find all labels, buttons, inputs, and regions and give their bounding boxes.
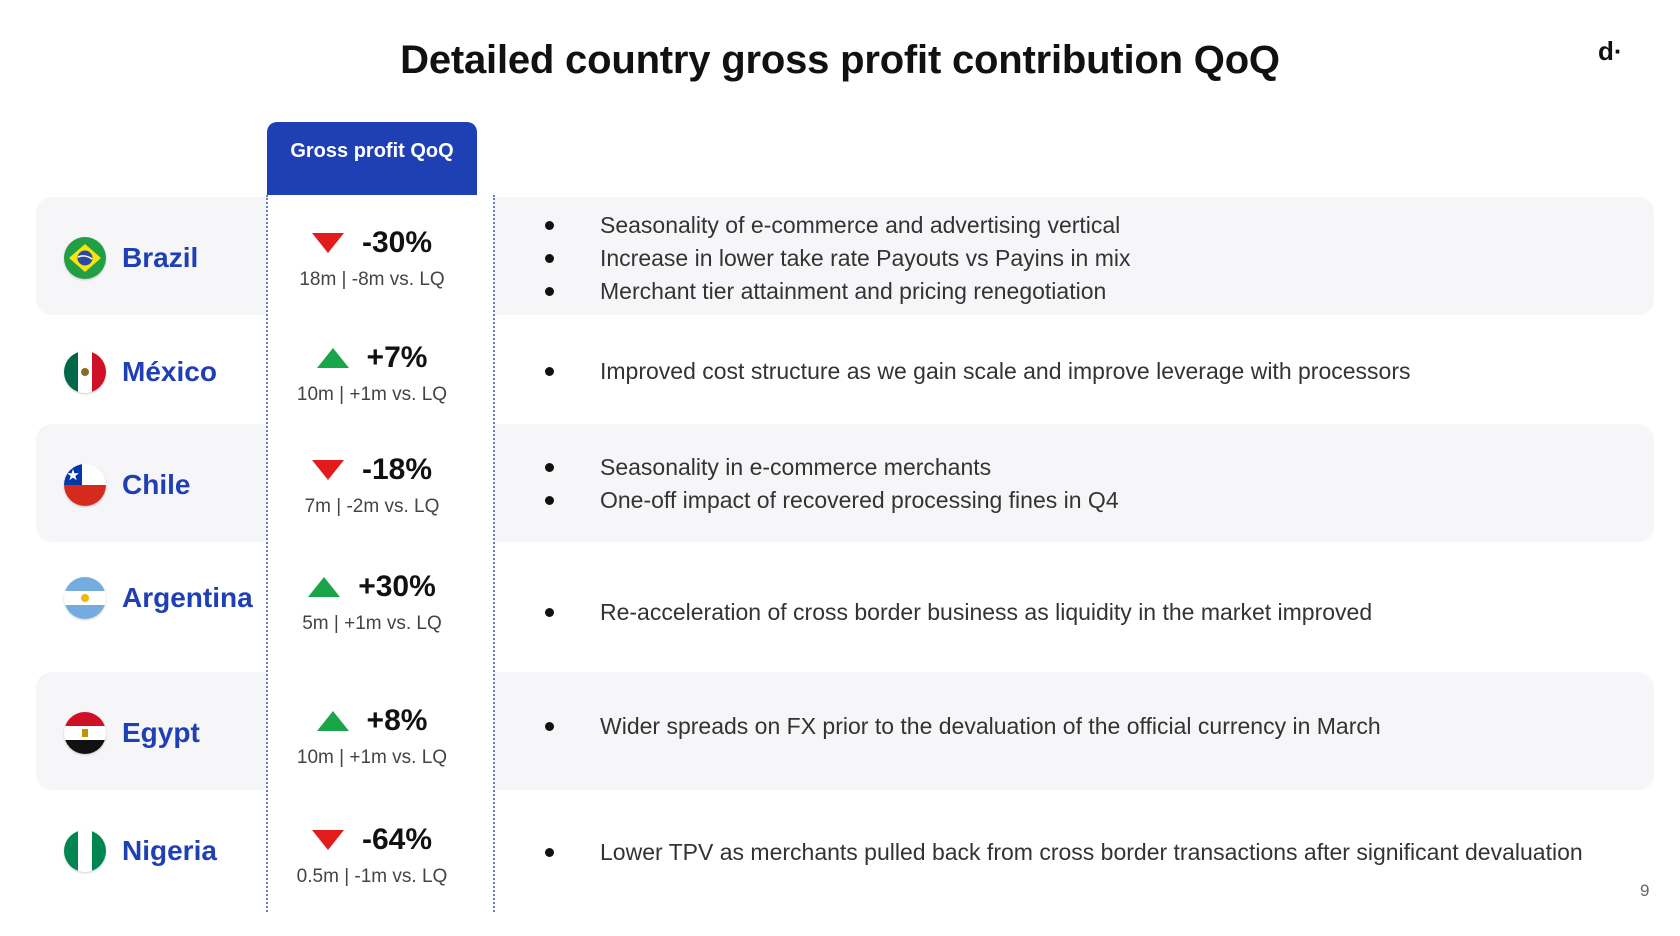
bullet-dot — [545, 463, 554, 472]
bullet-item: Improved cost structure as we gain scale… — [540, 355, 1640, 388]
gross-profit-detail: 7m | -2m vs. LQ — [304, 496, 440, 517]
bullet-text: Re-acceleration of cross border business… — [600, 599, 1373, 625]
bullet-dot — [545, 496, 554, 505]
metric-brazil: -30% 18m | -8m vs. LQ — [267, 225, 477, 291]
bullet-text: One-off impact of recovered processing f… — [600, 487, 1119, 513]
bullet-item: One-off impact of recovered processing f… — [540, 484, 1640, 517]
bullet-item: Lower TPV as merchants pulled back from … — [540, 836, 1640, 869]
bullet-item: Increase in lower take rate Payouts vs P… — [540, 242, 1640, 275]
bullet-item: Merchant tier attainment and pricing ren… — [540, 275, 1640, 308]
bullet-text: Wider spreads on FX prior to the devalua… — [600, 713, 1381, 739]
bullet-text: Improved cost structure as we gain scale… — [600, 358, 1411, 384]
down-arrow-icon — [311, 233, 344, 253]
bullets-chile: Seasonality in e-commerce merchants One-… — [540, 451, 1640, 517]
country-mexico: México — [64, 342, 217, 402]
bullet-dot — [545, 367, 554, 376]
column-header-gross-profit: Gross profit QoQ — [267, 122, 477, 195]
bullet-dot — [545, 608, 554, 617]
up-arrow-icon — [316, 348, 349, 368]
bullet-item: Re-acceleration of cross border business… — [540, 596, 1640, 629]
up-arrow-icon — [308, 577, 341, 597]
bullet-text: Increase in lower take rate Payouts vs P… — [600, 245, 1131, 271]
gross-profit-change: -30% — [361, 226, 433, 259]
country-name: México — [122, 356, 217, 387]
mexico-flag-icon — [64, 351, 106, 393]
bullet-dot — [545, 254, 554, 263]
brazil-flag-icon — [64, 237, 106, 279]
gross-profit-detail: 10m | +1m vs. LQ — [296, 384, 448, 405]
country-name: Nigeria — [122, 835, 217, 866]
country-chile: Chile — [64, 455, 190, 515]
bullet-item: Seasonality of e-commerce and advertisin… — [540, 209, 1640, 242]
bullet-text: Merchant tier attainment and pricing ren… — [600, 278, 1107, 304]
down-arrow-icon — [311, 830, 344, 850]
metric-nigeria: -64% 0.5m | -1m vs. LQ — [267, 822, 477, 888]
gross-profit-change: +8% — [366, 704, 428, 737]
bullet-dot — [545, 848, 554, 857]
gross-profit-detail: 18m | -8m vs. LQ — [299, 269, 445, 290]
column-divider-left — [266, 195, 268, 912]
country-nigeria: Nigeria — [64, 821, 217, 881]
bullets-egypt: Wider spreads on FX prior to the devalua… — [540, 710, 1640, 743]
gross-profit-change: -64% — [361, 823, 433, 856]
gross-profit-detail: 0.5m | -1m vs. LQ — [296, 866, 448, 887]
bullet-item: Seasonality in e-commerce merchants — [540, 451, 1640, 484]
gross-profit-detail: 5m | +1m vs. LQ — [302, 613, 442, 634]
bullet-dot — [545, 722, 554, 731]
gross-profit-change: +7% — [366, 341, 428, 374]
bullets-mexico: Improved cost structure as we gain scale… — [540, 355, 1640, 388]
bullets-nigeria: Lower TPV as merchants pulled back from … — [540, 836, 1640, 869]
country-argentina: Argentina — [64, 568, 253, 628]
up-arrow-icon — [316, 711, 349, 731]
gross-profit-column — [267, 195, 494, 912]
argentina-flag-icon — [64, 577, 106, 619]
bullet-item: Wider spreads on FX prior to the devalua… — [540, 710, 1640, 743]
metric-mexico: +7% 10m | +1m vs. LQ — [267, 340, 477, 406]
country-name: Egypt — [122, 717, 200, 748]
bullet-dot — [545, 221, 554, 230]
metric-chile: -18% 7m | -2m vs. LQ — [267, 452, 477, 518]
bullet-text: Lower TPV as merchants pulled back from … — [600, 839, 1583, 865]
bullet-dot — [545, 287, 554, 296]
gross-profit-detail: 10m | +1m vs. LQ — [296, 747, 448, 768]
chile-flag-icon — [64, 464, 106, 506]
company-logo: d· — [1598, 36, 1623, 66]
page-number: 9 — [1640, 881, 1650, 900]
country-brazil: Brazil — [64, 228, 198, 288]
country-name: Chile — [122, 469, 191, 500]
gross-profit-change: +30% — [358, 570, 436, 603]
page-title: Detailed country gross profit contributi… — [400, 38, 1280, 82]
bullets-argentina: Re-acceleration of cross border business… — [540, 596, 1640, 629]
country-egypt: Egypt — [64, 703, 200, 763]
egypt-flag-icon — [64, 712, 106, 754]
gross-profit-change: -18% — [361, 453, 433, 486]
metric-egypt: +8% 10m | +1m vs. LQ — [267, 703, 477, 769]
bullet-text: Seasonality in e-commerce merchants — [600, 454, 992, 480]
bullets-brazil: Seasonality of e-commerce and advertisin… — [540, 209, 1640, 308]
nigeria-flag-icon — [64, 830, 106, 872]
down-arrow-icon — [311, 460, 344, 480]
bullet-text: Seasonality of e-commerce and advertisin… — [600, 212, 1121, 238]
column-divider-right — [493, 195, 495, 912]
metric-argentina: +30% 5m | +1m vs. LQ — [267, 569, 477, 635]
country-name: Brazil — [122, 242, 199, 273]
country-name: Argentina — [122, 582, 253, 613]
